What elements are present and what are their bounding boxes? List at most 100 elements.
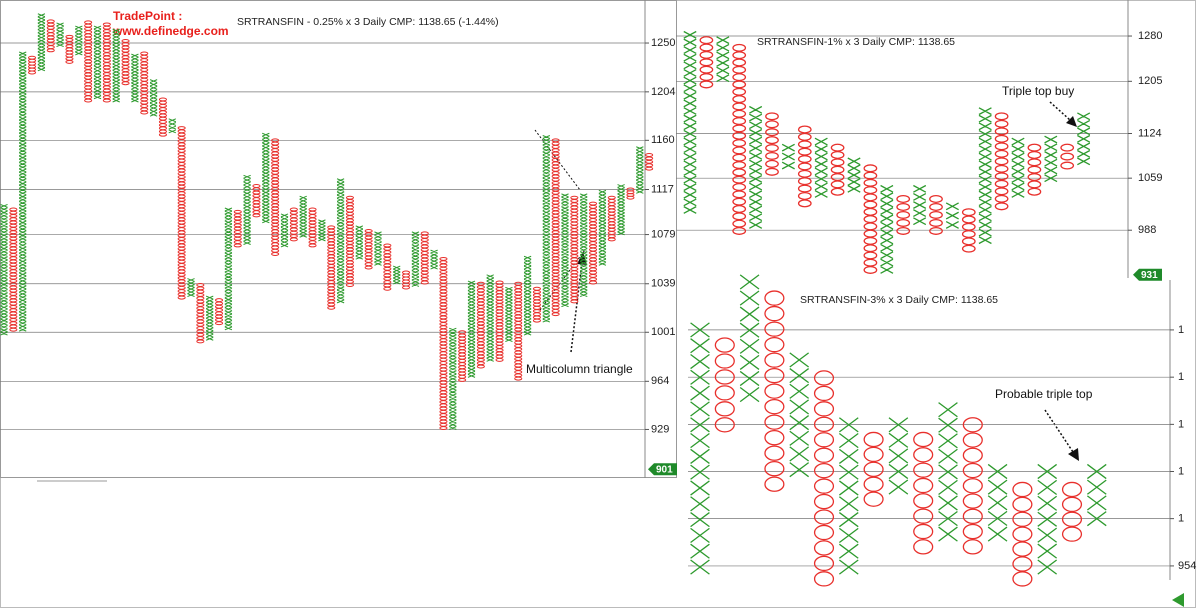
y-tick-label: 1204: [651, 86, 675, 98]
x-column: [523, 255, 532, 336]
y-tick-label: 1: [1178, 418, 1184, 430]
o-column: [532, 286, 542, 323]
o-column: [514, 281, 523, 381]
o-column: [271, 138, 280, 256]
o-column: [177, 126, 186, 300]
o-column: [102, 22, 111, 103]
annotation-arrow: [1049, 101, 1071, 121]
y-tick-label: 1079: [651, 228, 675, 240]
brand-url: www.definedge.com: [112, 24, 229, 38]
x-column: [945, 202, 959, 229]
o-column: [46, 19, 55, 53]
o-column: [797, 125, 812, 208]
o-column: [929, 194, 943, 235]
annotation-arrow: [1044, 409, 1074, 453]
o-column: [645, 153, 654, 171]
x-column: [187, 278, 195, 298]
x-column: [168, 118, 177, 134]
o-column: [607, 195, 616, 242]
brand-name: TradePoint :: [113, 9, 182, 23]
o-column: [626, 187, 635, 200]
x-column: [56, 22, 64, 48]
annotation: Multicolumn triangle: [526, 362, 633, 376]
o-column: [764, 290, 785, 492]
o-column: [830, 143, 845, 196]
o-column: [27, 55, 37, 75]
x-column: [224, 207, 233, 331]
o-column: [214, 298, 224, 326]
x-column: [0, 203, 8, 336]
x-column: [880, 184, 894, 274]
x-column: [716, 36, 730, 83]
x-column: [690, 322, 710, 575]
x-column: [131, 53, 139, 103]
x-column: [299, 195, 307, 238]
y-tick-label: 1: [1178, 371, 1184, 383]
x-column: [913, 184, 927, 226]
x-column: [505, 286, 513, 343]
chart-title: SRTRANSFIN-1% x 3 Daily CMP: 1138.65: [757, 36, 955, 48]
o-column: [1027, 143, 1042, 196]
o-column: [84, 20, 93, 103]
x-column: [262, 132, 270, 224]
chart-title: SRTRANSFIN - 0.25% x 3 Daily CMP: 1138.6…: [237, 16, 499, 28]
x-column: [75, 25, 83, 56]
x-column: [318, 219, 326, 242]
x-column: [838, 417, 859, 575]
x-column: [814, 137, 828, 198]
x-column: [598, 189, 607, 266]
y-tick-label: 1: [1178, 324, 1184, 336]
o-column: [476, 281, 485, 369]
price-badge: [648, 463, 677, 476]
o-column: [420, 231, 429, 285]
o-column: [196, 283, 205, 344]
x-column: [1077, 112, 1091, 166]
y-tick-label: 1039: [651, 278, 675, 290]
x-column: [1037, 463, 1058, 575]
o-column: [327, 225, 336, 310]
x-column: [149, 79, 158, 117]
x-column: [987, 463, 1008, 542]
o-column: [570, 195, 579, 304]
o-column: [308, 207, 317, 248]
price-marker: [1172, 593, 1184, 607]
x-column: [18, 51, 27, 332]
x-column: [636, 146, 644, 194]
o-column: [158, 97, 168, 137]
o-column: [863, 431, 884, 507]
y-tick-label: 1117: [651, 183, 674, 195]
o-column: [765, 112, 779, 176]
x-column: [617, 184, 625, 236]
x-column: [205, 295, 214, 341]
o-column: [1060, 143, 1075, 170]
o-column: [345, 195, 355, 287]
x-column: [392, 265, 401, 285]
x-column: [112, 28, 120, 103]
x-column: [739, 274, 760, 403]
x-column: [561, 193, 569, 308]
x-column: [781, 143, 795, 170]
y-tick-label: 964: [651, 375, 669, 387]
o-column: [9, 207, 18, 332]
o-column: [714, 337, 735, 433]
y-tick-label: 1001: [651, 326, 675, 338]
o-column: [233, 209, 242, 248]
o-column: [1012, 481, 1033, 587]
x-column: [1011, 137, 1025, 198]
annotation: Triple top buy: [1002, 84, 1074, 98]
arrow-head: [1066, 116, 1077, 127]
arrow-head: [1068, 448, 1079, 461]
o-column: [961, 208, 976, 253]
o-column: [896, 194, 911, 235]
y-tick-label: 1205: [1138, 75, 1162, 87]
y-tick-label: 929: [651, 423, 669, 435]
chart-title: SRTRANSFIN-3% x 3 Daily CMP: 1138.65: [800, 294, 998, 306]
y-tick-label: 1124: [1138, 127, 1162, 139]
o-column: [65, 34, 74, 64]
y-tick-label: 1: [1178, 513, 1184, 525]
x-column: [542, 135, 551, 323]
x-column: [467, 280, 476, 378]
badge-label: 931: [1141, 270, 1158, 281]
annotation: Probable triple top: [995, 387, 1093, 401]
x-column: [978, 107, 992, 245]
